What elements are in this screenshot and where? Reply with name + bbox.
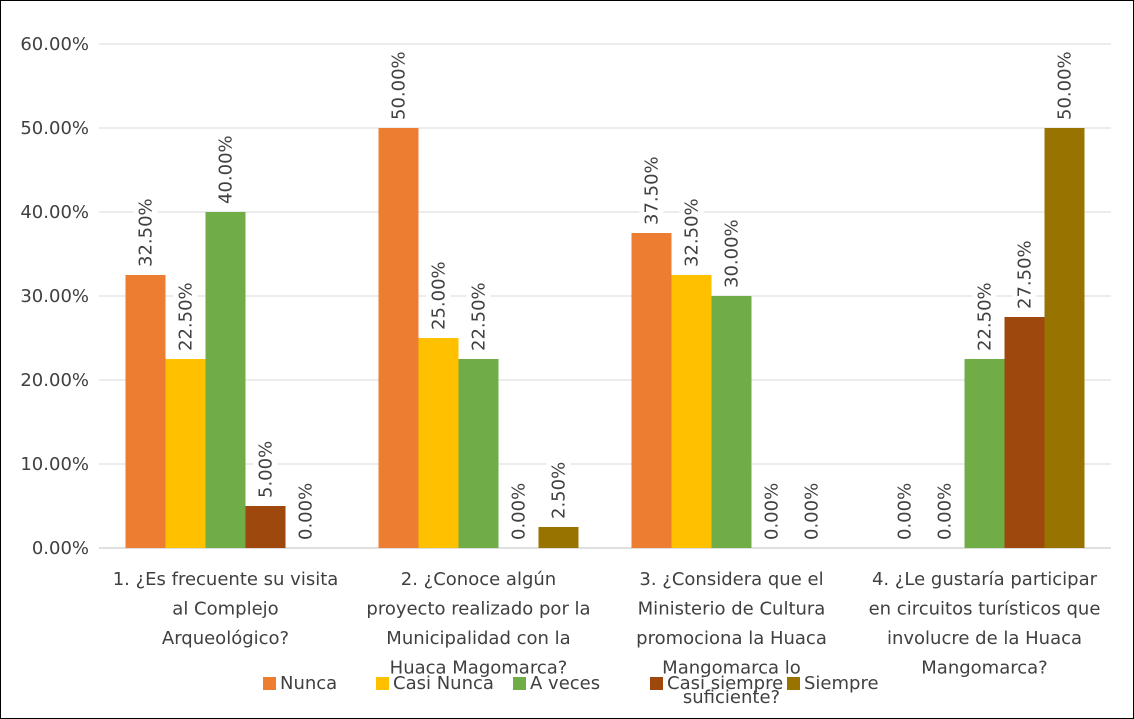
bar — [711, 296, 752, 548]
data-label-background — [972, 284, 997, 355]
gridlines — [99, 43, 1111, 549]
category-label-line: en circuitos turísticos que — [869, 599, 1101, 620]
category-label-line: involucre de la Huaca — [887, 628, 1082, 649]
legend-label: Casi Nunca — [393, 673, 494, 694]
bar — [245, 506, 286, 548]
bar — [125, 275, 166, 548]
data-label: 0.00% — [895, 483, 916, 540]
data-label-background — [506, 483, 531, 544]
bars — [125, 128, 1085, 548]
data-label: 5.00% — [256, 441, 277, 498]
data-label: 22.50% — [469, 282, 490, 351]
legend-swatch — [787, 677, 800, 690]
data-label: 32.50% — [682, 198, 703, 267]
category-label-line: promociona la Huaca — [636, 628, 827, 649]
data-label-background — [759, 483, 784, 544]
data-label-background — [173, 284, 198, 355]
y-tick-label: 0.00% — [32, 538, 89, 559]
category-label-line: proyecto realizado por la — [366, 599, 590, 620]
category-label-line: 2. ¿Conoce algún — [401, 569, 556, 590]
y-tick-label: 20.00% — [20, 370, 89, 391]
data-label-background — [892, 483, 917, 544]
data-label-background — [932, 483, 957, 544]
bar — [1004, 317, 1045, 548]
data-label: 30.00% — [722, 219, 743, 288]
category-label-line: Mangomarca? — [921, 658, 1047, 679]
data-label: 22.50% — [975, 282, 996, 351]
category-label-line: 1. ¿Es frecuente su visita — [113, 569, 339, 590]
bar — [964, 359, 1005, 548]
legend-label: A veces — [530, 673, 600, 694]
data-label-background — [679, 200, 704, 271]
data-label: 50.00% — [1055, 51, 1076, 120]
data-label-background — [1012, 242, 1037, 313]
data-label: 40.00% — [216, 135, 237, 204]
data-label-background — [639, 158, 664, 229]
data-label: 2.50% — [549, 462, 570, 519]
data-label-background — [1052, 53, 1077, 124]
y-tick-label: 10.00% — [20, 454, 89, 475]
x-axis-categories: 1. ¿Es frecuente su visita al Complejo Arq… — [113, 569, 1101, 708]
category-label-line: al Complejo — [172, 599, 278, 620]
data-label-background — [213, 137, 238, 208]
data-label: 0.00% — [762, 483, 783, 540]
data-label: 25.00% — [429, 261, 450, 330]
data-label-background — [546, 462, 571, 523]
bar — [671, 275, 712, 548]
bar — [378, 128, 419, 548]
bar — [205, 212, 246, 548]
data-label: 32.50% — [136, 198, 157, 267]
data-label-background — [799, 483, 824, 544]
category-label-line: Municipalidad con la — [386, 628, 570, 649]
y-tick-label: 60.00% — [20, 34, 89, 55]
bar — [1044, 128, 1085, 548]
bar — [458, 359, 499, 548]
data-label-background — [426, 263, 451, 334]
data-label: 27.50% — [1015, 240, 1036, 309]
data-label: 0.00% — [296, 483, 317, 540]
data-label-background — [466, 284, 491, 355]
bar — [631, 233, 672, 548]
data-label: 22.50% — [176, 282, 197, 351]
data-label-background — [386, 53, 411, 124]
data-label: 50.00% — [389, 51, 410, 120]
legend-label: Nunca — [280, 673, 337, 694]
bar — [418, 338, 459, 548]
y-axis-ticks: 0.00% 10.00% 20.00% 30.00% 40.00% 50.00% 60.00… — [20, 34, 89, 559]
legend-swatch — [263, 677, 276, 690]
category-label-line: Huaca Magomarca? — [390, 658, 568, 679]
legend-swatch — [513, 677, 526, 690]
category-label-line: Arqueológico? — [162, 628, 289, 649]
category-label-line: 3. ¿Considera que el — [639, 569, 823, 590]
data-label: 37.50% — [642, 156, 663, 225]
legend: Nunca Casi Nunca A veces Casi siempre Siempr… — [263, 673, 879, 694]
legend-swatch — [650, 677, 663, 690]
category-label-line: 4. ¿Le gustaría participar — [872, 569, 1098, 590]
data-label-background — [253, 441, 278, 502]
legend-label: Siempre — [804, 673, 879, 694]
data-label-background — [719, 221, 744, 292]
data-label: 0.00% — [802, 483, 823, 540]
y-tick-label: 40.00% — [20, 202, 89, 223]
category-label-line: Mangomarca lo — [662, 658, 801, 679]
data-labels: 32.50% 22.50% 40.00% 5.00% 0.00% 50.00% 25.00%… — [133, 51, 1077, 544]
legend-label: Casi siempre — [667, 673, 783, 694]
category-label-line: Ministerio de Cultura — [638, 599, 826, 620]
data-label-background — [293, 483, 318, 544]
data-label: 0.00% — [935, 483, 956, 540]
legend-swatch — [376, 677, 389, 690]
data-label: 0.00% — [509, 483, 530, 540]
bar — [165, 359, 206, 548]
data-label-background — [133, 200, 158, 271]
y-tick-label: 30.00% — [20, 286, 89, 307]
bar — [538, 527, 579, 548]
y-tick-label: 50.00% — [20, 118, 89, 139]
category-label-line: suficiente? — [683, 687, 780, 708]
